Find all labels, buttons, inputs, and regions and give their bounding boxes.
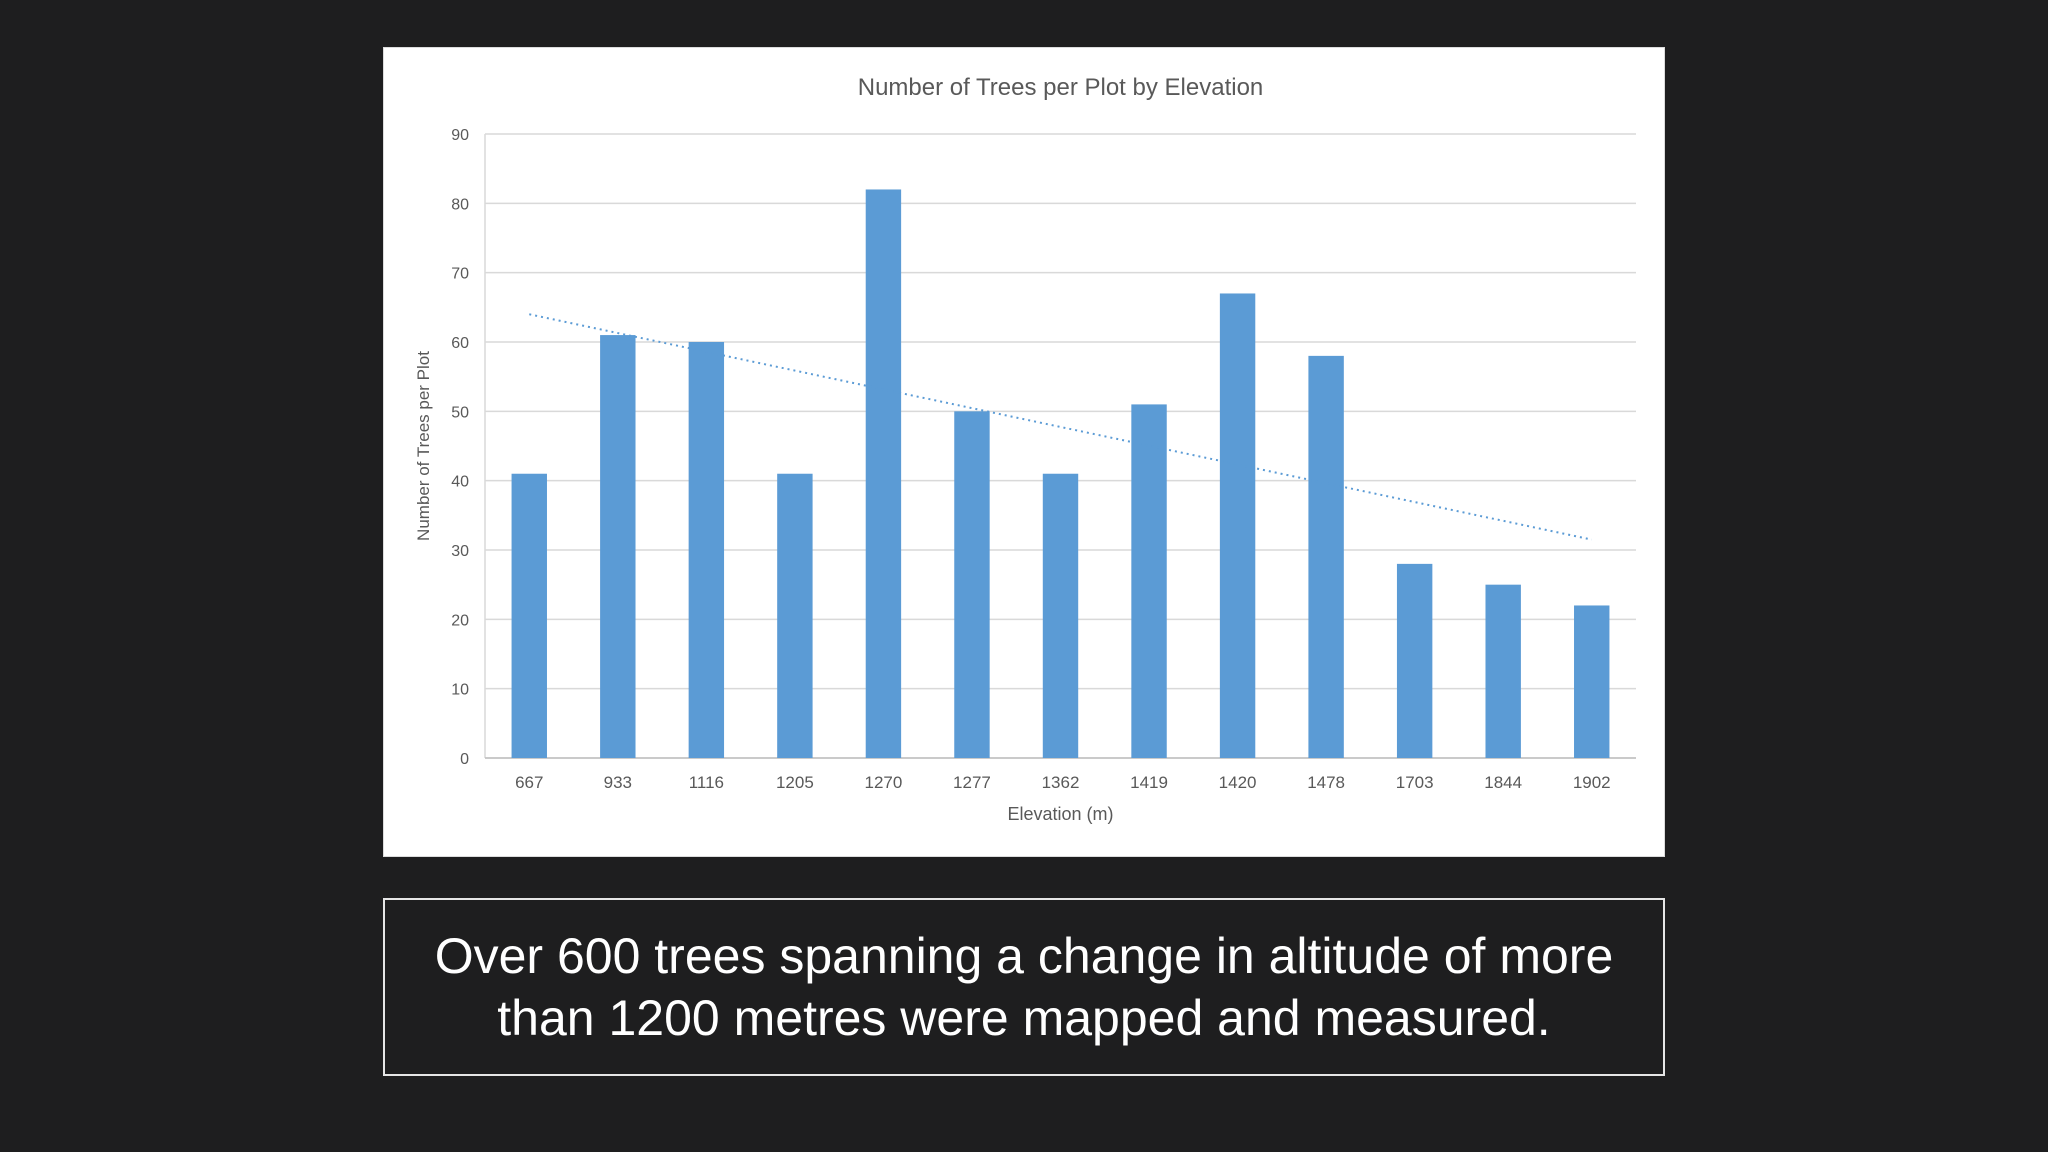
x-tick-label: 1270 xyxy=(865,773,903,792)
bar xyxy=(1131,404,1167,758)
x-axis-label: Elevation (m) xyxy=(1007,804,1113,824)
x-tick-label: 667 xyxy=(515,773,543,792)
x-tick-label: 1205 xyxy=(776,773,814,792)
y-tick-label: 70 xyxy=(451,266,469,283)
y-tick-label: 90 xyxy=(451,127,469,144)
x-tick-label: 1419 xyxy=(1130,773,1168,792)
caption-text: Over 600 trees spanning a change in alti… xyxy=(409,925,1639,1049)
y-tick-label: 40 xyxy=(451,474,469,491)
y-tick-label: 10 xyxy=(451,682,469,699)
x-tick-label: 1902 xyxy=(1573,773,1611,792)
bar xyxy=(1574,605,1610,758)
y-tick-label: 30 xyxy=(451,543,469,560)
x-tick-label: 1277 xyxy=(953,773,991,792)
x-tick-label: 933 xyxy=(604,773,632,792)
bar xyxy=(1485,584,1521,758)
bar xyxy=(1308,355,1344,758)
y-tick-label: 60 xyxy=(451,335,469,352)
bar xyxy=(688,342,725,758)
x-tick-label: 1362 xyxy=(1042,773,1080,792)
bar xyxy=(777,473,813,758)
bar xyxy=(865,189,902,758)
y-tick-label: 20 xyxy=(451,612,469,629)
bar xyxy=(954,411,990,758)
bar xyxy=(1396,563,1433,758)
y-tick-label: 80 xyxy=(451,196,469,213)
caption-line-2: than 1200 metres were mapped and measure… xyxy=(497,990,1551,1046)
y-tick-label: 0 xyxy=(460,751,469,768)
x-tick-label: 1478 xyxy=(1307,773,1345,792)
bar-chart: Number of Trees per Plot by Elevation 0 10… xyxy=(414,74,1636,824)
bar xyxy=(1042,473,1079,758)
caption-line-1: Over 600 trees spanning a change in alti… xyxy=(434,928,1614,984)
x-tick-label: 1703 xyxy=(1396,773,1434,792)
x-tick-label: 1420 xyxy=(1219,773,1257,792)
x-tick-label: 1116 xyxy=(689,773,724,792)
bar xyxy=(511,473,547,758)
caption-box: Over 600 trees spanning a change in alti… xyxy=(383,898,1665,1076)
chart-panel: Number of Trees per Plot by Elevation 0 10… xyxy=(383,47,1665,857)
chart-title: Number of Trees per Plot by Elevation xyxy=(858,74,1264,101)
bar xyxy=(1219,293,1256,758)
x-tick-label: 1844 xyxy=(1484,773,1522,792)
y-axis-label: Number of Trees per Plot xyxy=(414,351,433,541)
bar xyxy=(600,335,636,758)
trendline xyxy=(529,313,1592,541)
y-tick-label: 50 xyxy=(451,404,469,421)
